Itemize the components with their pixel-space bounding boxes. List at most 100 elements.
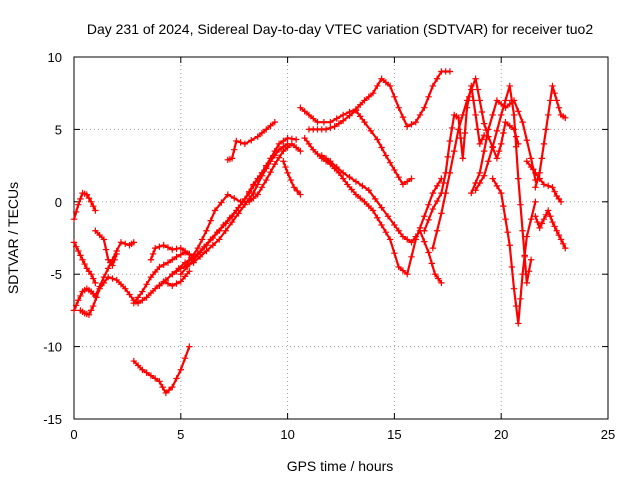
data-point-marker — [498, 100, 505, 108]
data-point-marker — [130, 239, 138, 246]
data-point-marker — [408, 121, 415, 128]
y-tick-label: -10 — [43, 340, 62, 355]
data-point-marker — [275, 146, 283, 153]
data-point-marker — [502, 215, 509, 223]
data-point-marker — [113, 250, 120, 258]
data-point-marker — [222, 227, 229, 234]
data-point-marker — [551, 223, 558, 230]
data-point-marker — [472, 75, 479, 82]
data-point-marker — [209, 242, 217, 249]
data-point-marker — [275, 140, 283, 148]
data-point-marker — [472, 111, 479, 119]
data-point-marker — [562, 244, 569, 252]
data-point-marker — [519, 118, 526, 126]
data-point-marker — [446, 68, 454, 75]
data-point-marker — [164, 259, 172, 266]
data-point-marker — [177, 271, 184, 278]
data-point-marker — [333, 115, 340, 122]
data-point-marker — [395, 227, 402, 234]
data-point-marker — [378, 204, 385, 211]
data-point-marker — [421, 104, 428, 111]
data-point-marker — [333, 163, 340, 171]
x-tick-label: 20 — [494, 427, 508, 442]
data-point-marker — [113, 276, 120, 284]
data-point-marker — [555, 104, 563, 111]
data-point-marker — [493, 182, 501, 190]
data-point-marker — [538, 155, 545, 162]
gridlines — [74, 57, 608, 419]
data-point-marker — [100, 236, 108, 243]
series-track-11 — [156, 163, 270, 289]
data-point-marker — [85, 194, 93, 202]
data-point-marker — [361, 118, 368, 126]
data-point-marker — [549, 218, 556, 226]
data-point-marker — [444, 153, 451, 161]
data-point-marker — [515, 108, 522, 115]
series-track-21 — [489, 175, 539, 327]
data-point-marker — [177, 278, 184, 285]
data-point-marker — [386, 82, 394, 90]
data-point-marker — [472, 179, 479, 187]
data-point-marker — [399, 233, 407, 240]
data-point-marker — [365, 93, 372, 101]
data-point-marker — [201, 243, 208, 250]
data-point-marker — [553, 227, 560, 234]
data-point-marker — [429, 189, 437, 197]
data-point-marker — [160, 242, 167, 249]
data-point-marker — [357, 113, 364, 120]
data-point-marker — [557, 198, 565, 205]
data-point-marker — [322, 126, 330, 133]
data-point-marker — [421, 227, 428, 234]
x-tick-label: 5 — [177, 427, 184, 442]
data-point-marker — [305, 140, 313, 148]
data-point-marker — [504, 229, 511, 236]
data-point-marker — [525, 268, 533, 275]
series-track-1 — [70, 189, 99, 223]
series-track-24 — [523, 158, 565, 205]
data-point-marker — [461, 129, 469, 137]
data-point-marker — [404, 271, 411, 278]
data-point-marker — [498, 189, 505, 197]
data-point-marker — [239, 198, 246, 205]
data-point-marker — [551, 188, 558, 195]
data-point-marker — [532, 184, 539, 191]
data-point-marker — [294, 187, 301, 195]
data-point-marker — [173, 245, 180, 253]
data-point-marker — [70, 307, 78, 314]
data-point-marker — [207, 217, 214, 224]
data-point-marker — [459, 111, 466, 119]
data-point-marker — [175, 265, 182, 272]
data-point-marker — [254, 175, 261, 182]
data-point-marker — [267, 158, 274, 165]
data-point-marker — [216, 236, 223, 243]
data-point-marker — [335, 120, 343, 127]
data-point-marker — [399, 267, 407, 274]
data-point-marker — [369, 207, 377, 214]
data-point-marker — [549, 184, 556, 191]
axis-ticks — [73, 56, 609, 420]
data-point-marker — [421, 238, 428, 245]
data-point-marker — [130, 299, 138, 307]
data-point-marker — [386, 236, 394, 243]
data-point-marker — [310, 146, 317, 153]
data-point-marker — [267, 168, 274, 176]
data-point-marker — [536, 175, 543, 182]
data-point-marker — [433, 182, 441, 190]
series-track-18 — [421, 82, 488, 234]
data-point-marker — [532, 198, 539, 205]
data-point-marker — [551, 90, 558, 97]
data-point-marker — [408, 239, 415, 246]
data-point-marker — [87, 307, 95, 314]
data-point-marker — [425, 201, 432, 208]
series-track-3 — [70, 239, 99, 287]
data-point-marker — [77, 252, 84, 259]
data-point-marker — [147, 289, 155, 297]
data-point-marker — [468, 86, 475, 93]
x-axis-label: GPS time / hours — [287, 458, 394, 474]
data-point-marker — [339, 175, 347, 182]
data-point-marker — [408, 175, 415, 182]
data-point-marker — [523, 279, 531, 287]
data-point-marker — [165, 386, 173, 394]
data-point-marker — [412, 118, 419, 126]
data-point-marker — [93, 294, 100, 301]
